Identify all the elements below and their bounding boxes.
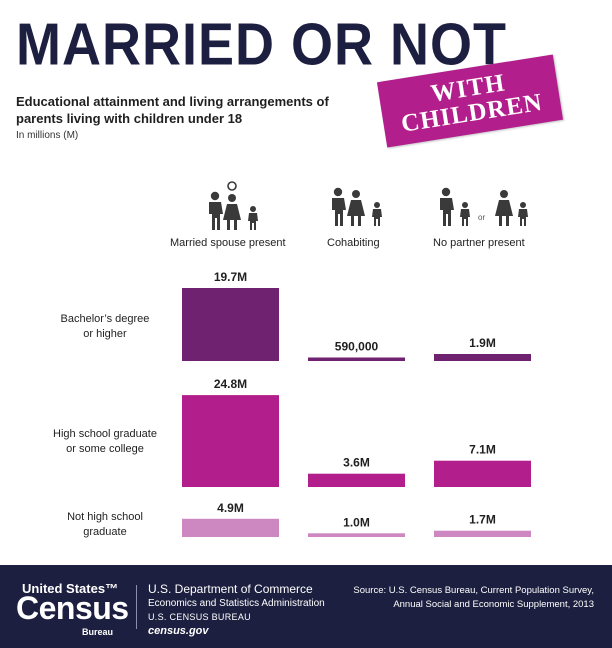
source-line-1: Source: U.S. Census Bureau, Current Popu… bbox=[353, 585, 594, 596]
bar-highschool-no-partner bbox=[434, 460, 531, 487]
bar-nothighschool-cohabiting bbox=[308, 533, 405, 537]
data-label-highschool-cohabiting: 3.6M bbox=[343, 456, 370, 470]
census-website-link[interactable]: census.gov bbox=[148, 625, 209, 637]
row-label-bachelor-line-2: or higher bbox=[83, 328, 127, 340]
department-name: U.S. Department of Commerce bbox=[148, 582, 313, 596]
logo-united-states: United States™ bbox=[22, 581, 119, 596]
bureau-name: U.S. CENSUS BUREAU bbox=[148, 612, 251, 622]
row-label-highschool-line-2: or some college bbox=[66, 443, 144, 455]
units-note: In millions (M) bbox=[16, 130, 79, 141]
bar-nothighschool-married bbox=[182, 518, 279, 537]
married-family-icon bbox=[209, 181, 258, 230]
row-label-nothighschool-line-1: Not high school bbox=[67, 511, 143, 523]
data-label-highschool-no-partner: 7.1M bbox=[469, 443, 496, 457]
logo-bureau: Bureau bbox=[82, 627, 114, 637]
row-label-nothighschool-line-2: graduate bbox=[83, 526, 127, 538]
department-block: U.S. Department of Commerce Economics an… bbox=[148, 582, 325, 637]
data-label-nothighschool-no-partner: 1.7M bbox=[469, 513, 496, 527]
row-label-nothighschool: Not high school graduate bbox=[40, 510, 170, 540]
bar-bachelor-cohabiting bbox=[308, 357, 405, 361]
page-title: MARRIED OR NOT bbox=[16, 11, 507, 78]
data-label-nothighschool-cohabiting: 1.0M bbox=[343, 515, 370, 529]
subtitle: Educational attainment and living arrang… bbox=[16, 94, 329, 126]
data-label-bachelor-cohabiting: 590,000 bbox=[335, 340, 379, 354]
column-header-married: Married spouse present bbox=[170, 237, 286, 249]
footer-divider bbox=[136, 585, 137, 629]
cohabiting-family-icon bbox=[332, 187, 382, 226]
row-label-bachelor: Bachelor’s degree or higher bbox=[40, 312, 170, 342]
row-label-highschool-line-1: High school graduate bbox=[53, 428, 157, 440]
administration-name: Economics and Statistics Administration bbox=[148, 598, 325, 609]
column-header-no-partner: No partner present bbox=[433, 237, 525, 249]
census-logo: Census bbox=[16, 590, 129, 626]
single-parent-icon bbox=[440, 187, 528, 226]
bar-nothighschool-no-partner bbox=[434, 530, 531, 537]
row-label-highschool: High school graduate or some college bbox=[30, 427, 180, 457]
data-label-nothighschool-married: 4.9M bbox=[217, 501, 244, 515]
bar-bachelor-married bbox=[182, 288, 279, 361]
data-label-highschool-married: 24.8M bbox=[214, 377, 247, 391]
or-text: or bbox=[478, 213, 486, 222]
row-label-bachelor-line-1: Bachelor’s degree bbox=[60, 313, 150, 325]
bar-bachelor-no-partner bbox=[434, 354, 531, 361]
bar-highschool-married bbox=[182, 395, 279, 487]
source-line-2: Annual Social and Economic Supplement, 2… bbox=[393, 599, 594, 610]
bar-highschool-cohabiting bbox=[308, 473, 405, 487]
bar-chart: 19.7M 590,000 1.9M 24.8M 3.6M 7.1M 4.9M 1.0M 1.7… bbox=[182, 270, 531, 537]
data-label-bachelor-no-partner: 1.9M bbox=[469, 336, 496, 350]
data-label-bachelor-married: 19.7M bbox=[214, 270, 247, 284]
source-note: Source: U.S. Census Bureau, Current Popu… bbox=[344, 584, 594, 612]
column-header-cohabiting: Cohabiting bbox=[327, 237, 380, 249]
footer: United States™ Census Bureau U.S. Depart… bbox=[0, 565, 612, 648]
